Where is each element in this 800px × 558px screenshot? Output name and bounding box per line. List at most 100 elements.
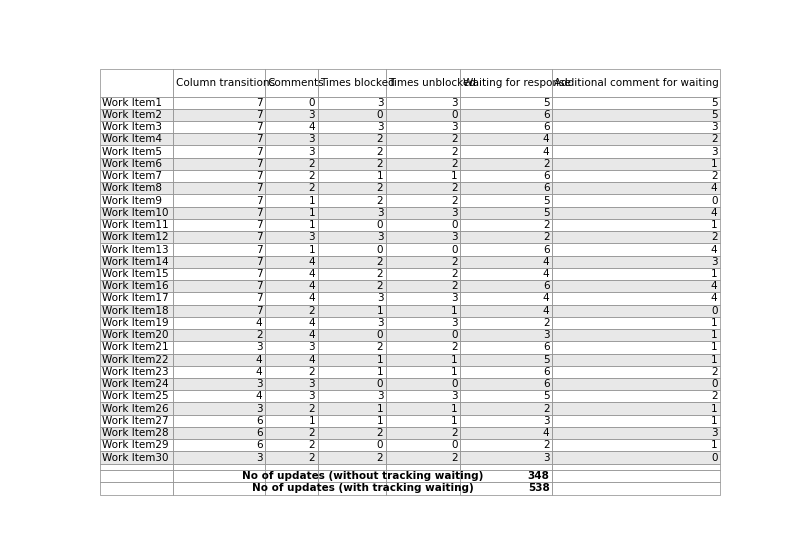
Text: 4: 4: [711, 294, 718, 304]
Bar: [173, 133, 265, 146]
Text: Work Item30: Work Item30: [102, 453, 169, 463]
Bar: [460, 243, 552, 256]
Text: 2: 2: [451, 195, 458, 205]
Text: 2: 2: [377, 269, 383, 279]
Text: 0: 0: [711, 379, 718, 389]
Text: 2: 2: [377, 184, 383, 193]
Text: 3: 3: [451, 232, 458, 242]
Text: 2: 2: [451, 147, 458, 157]
Text: 4: 4: [256, 391, 262, 401]
Text: 3: 3: [543, 453, 550, 463]
Text: 6: 6: [256, 440, 262, 450]
Bar: [173, 231, 265, 243]
Bar: [318, 268, 386, 280]
Text: 1: 1: [451, 416, 458, 426]
Text: 0: 0: [451, 110, 458, 120]
Bar: [318, 390, 386, 402]
Text: 2: 2: [711, 232, 718, 242]
Bar: [460, 451, 552, 464]
Bar: [265, 170, 318, 182]
Bar: [318, 206, 386, 219]
Bar: [386, 378, 460, 390]
Text: 2: 2: [451, 453, 458, 463]
Bar: [265, 206, 318, 219]
Text: 3: 3: [377, 391, 383, 401]
Text: 4: 4: [543, 257, 550, 267]
Text: 2: 2: [451, 343, 458, 353]
Text: 6: 6: [543, 184, 550, 193]
Text: 1: 1: [377, 306, 383, 316]
Bar: [318, 280, 386, 292]
Text: 3: 3: [451, 98, 458, 108]
Text: 4: 4: [309, 294, 315, 304]
Bar: [173, 317, 265, 329]
Text: Waiting for response: Waiting for response: [462, 78, 570, 88]
Bar: [173, 292, 265, 305]
Text: 2: 2: [309, 440, 315, 450]
Bar: [552, 133, 720, 146]
Bar: [100, 231, 173, 243]
Text: 2: 2: [377, 453, 383, 463]
Text: 2: 2: [451, 257, 458, 267]
Text: Additional comment for waiting: Additional comment for waiting: [554, 78, 719, 88]
Bar: [173, 341, 265, 354]
Bar: [100, 305, 173, 317]
Text: 1: 1: [309, 416, 315, 426]
Text: 1: 1: [377, 367, 383, 377]
Text: 4: 4: [309, 355, 315, 365]
Bar: [318, 415, 386, 427]
Bar: [318, 256, 386, 268]
Text: 0: 0: [451, 220, 458, 230]
Bar: [460, 427, 552, 439]
Bar: [100, 182, 173, 194]
Bar: [552, 206, 720, 219]
Bar: [173, 427, 265, 439]
Text: 7: 7: [256, 220, 262, 230]
Text: 3: 3: [451, 318, 458, 328]
Text: 2: 2: [256, 330, 262, 340]
Text: Work Item22: Work Item22: [102, 355, 169, 365]
Text: 2: 2: [711, 134, 718, 145]
Bar: [318, 243, 386, 256]
Text: 0: 0: [377, 110, 383, 120]
Text: 4: 4: [309, 281, 315, 291]
Text: 1: 1: [309, 208, 315, 218]
Text: 0: 0: [451, 244, 458, 254]
Bar: [100, 268, 173, 280]
Bar: [173, 470, 265, 482]
Text: 5: 5: [543, 195, 550, 205]
Bar: [265, 158, 318, 170]
Bar: [318, 194, 386, 206]
Bar: [265, 194, 318, 206]
Text: 1: 1: [711, 416, 718, 426]
Text: 3: 3: [256, 403, 262, 413]
Bar: [318, 470, 386, 482]
Bar: [552, 305, 720, 317]
Text: 4: 4: [543, 428, 550, 438]
Text: 3: 3: [451, 294, 458, 304]
Bar: [552, 97, 720, 109]
Text: Work Item5: Work Item5: [102, 147, 162, 157]
Text: 3: 3: [711, 257, 718, 267]
Bar: [100, 378, 173, 390]
Bar: [552, 329, 720, 341]
Text: 1: 1: [451, 306, 458, 316]
Bar: [386, 97, 460, 109]
Bar: [552, 415, 720, 427]
Text: 0: 0: [451, 379, 458, 389]
Bar: [460, 439, 552, 451]
Bar: [173, 206, 265, 219]
Bar: [265, 182, 318, 194]
Text: 7: 7: [256, 232, 262, 242]
Text: 3: 3: [309, 232, 315, 242]
Text: 7: 7: [256, 208, 262, 218]
Bar: [318, 354, 386, 366]
Text: 4: 4: [711, 184, 718, 193]
Bar: [100, 317, 173, 329]
Bar: [100, 133, 173, 146]
Bar: [386, 390, 460, 402]
Bar: [552, 341, 720, 354]
Bar: [386, 268, 460, 280]
Bar: [386, 243, 460, 256]
Text: 7: 7: [256, 306, 262, 316]
